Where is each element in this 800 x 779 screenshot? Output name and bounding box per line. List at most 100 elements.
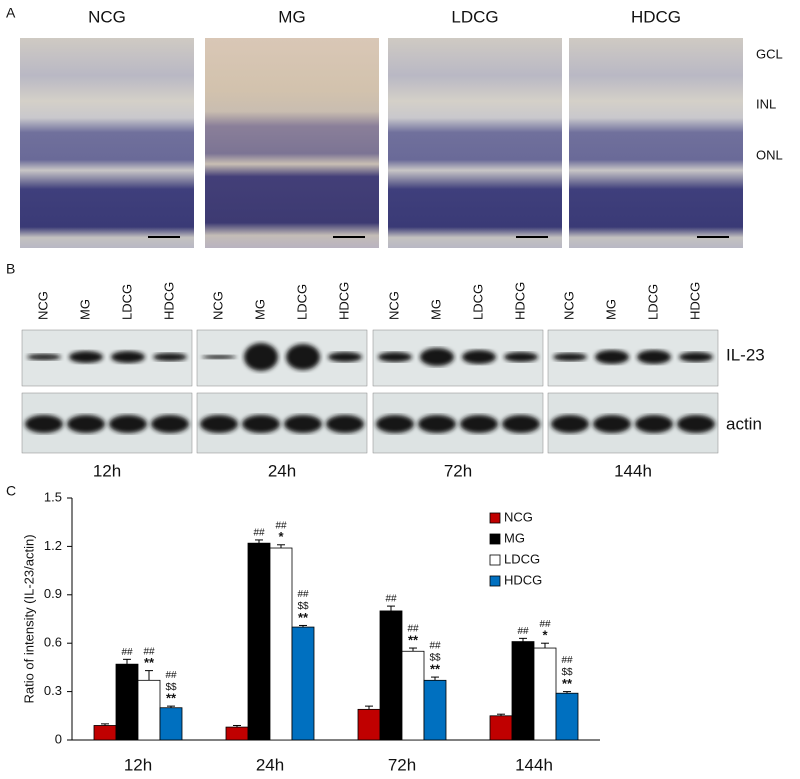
protein-label: IL-23 bbox=[726, 345, 765, 364]
lane-label: MG bbox=[252, 299, 267, 320]
lane-label: HDCG bbox=[512, 282, 527, 320]
blot-band bbox=[67, 415, 105, 433]
panel-a: A NCG MG LDCG HDCG GCL INL ONL bbox=[6, 5, 783, 248]
significance-marker: $$ bbox=[297, 601, 309, 612]
blot-band bbox=[553, 353, 587, 361]
bar bbox=[247, 542, 271, 741]
column-title: NCG bbox=[88, 7, 126, 26]
bar bbox=[357, 708, 381, 741]
time-label: 72h bbox=[444, 461, 472, 480]
time-label: 144h bbox=[614, 461, 652, 480]
blot-band bbox=[328, 352, 362, 362]
y-tick-label: 1.5 bbox=[44, 489, 62, 504]
significance-marker: ## bbox=[253, 528, 265, 539]
bar bbox=[533, 647, 557, 741]
bar bbox=[401, 650, 425, 741]
histology-image bbox=[205, 38, 379, 248]
significance-marker: ** bbox=[430, 662, 441, 677]
panel-label: A bbox=[6, 5, 16, 21]
bar bbox=[137, 679, 161, 741]
significance-marker: ** bbox=[166, 691, 177, 706]
significance-marker: $$ bbox=[165, 682, 177, 693]
blot-band bbox=[326, 415, 364, 433]
y-axis-label: Ratio of intensity (IL-23/actin) bbox=[21, 534, 36, 703]
lane-label: LDCG bbox=[294, 284, 309, 320]
bar bbox=[511, 641, 535, 741]
blot-band bbox=[502, 415, 540, 433]
bar bbox=[379, 610, 403, 741]
column-title: LDCG bbox=[451, 7, 498, 26]
lane-label: MG bbox=[77, 299, 92, 320]
bar bbox=[93, 725, 117, 741]
column-title: MG bbox=[278, 7, 305, 26]
bar bbox=[225, 726, 249, 741]
lane-label: MG bbox=[603, 299, 618, 320]
bar bbox=[489, 715, 513, 741]
significance-marker: * bbox=[278, 529, 284, 544]
significance-marker: ## bbox=[121, 647, 133, 658]
time-label: 24h bbox=[268, 461, 296, 480]
layer-label: GCL bbox=[756, 46, 783, 61]
lane-label: HDCG bbox=[336, 282, 351, 320]
significance-marker: ** bbox=[408, 632, 419, 647]
error-bar bbox=[541, 642, 549, 649]
error-bar bbox=[255, 539, 263, 544]
bar bbox=[159, 707, 183, 741]
protein-label: actin bbox=[726, 414, 762, 433]
significance-marker: ** bbox=[562, 676, 573, 691]
significance-marker: ## bbox=[539, 619, 551, 630]
blot-band bbox=[551, 415, 589, 433]
legend: NCG MG LDCG HDCG bbox=[489, 509, 542, 587]
x-tick-label: 144h bbox=[515, 755, 553, 774]
blot-band bbox=[595, 350, 629, 364]
error-bar bbox=[101, 723, 109, 726]
blot-band bbox=[109, 415, 147, 433]
blot-band bbox=[153, 353, 187, 361]
blot-band bbox=[679, 352, 713, 362]
legend-swatch bbox=[489, 575, 501, 587]
histology-image bbox=[569, 38, 743, 248]
blot-band bbox=[151, 415, 189, 433]
legend-label: NCG bbox=[504, 509, 533, 524]
y-tick-label: 0.9 bbox=[44, 586, 62, 601]
blot-band bbox=[202, 355, 236, 359]
significance-marker: ** bbox=[144, 655, 155, 670]
blot-band bbox=[420, 348, 454, 366]
x-tick-label: 24h bbox=[256, 755, 284, 774]
error-bar bbox=[233, 724, 241, 728]
significance-marker: ## bbox=[407, 624, 419, 635]
bar bbox=[555, 692, 579, 741]
significance-marker: ## bbox=[143, 646, 155, 657]
lane-label: HDCG bbox=[161, 282, 176, 320]
blot-band bbox=[376, 415, 414, 433]
blot-band bbox=[460, 415, 498, 433]
blot-band bbox=[111, 351, 145, 363]
lane-label: MG bbox=[428, 299, 443, 320]
lane-label: HDCG bbox=[687, 282, 702, 320]
blot-band bbox=[378, 352, 412, 362]
y-tick-label: 0.3 bbox=[44, 683, 62, 698]
significance-marker: * bbox=[542, 628, 548, 643]
error-bar bbox=[145, 670, 153, 681]
blot-band bbox=[200, 415, 238, 433]
lane-label: LDCG bbox=[470, 284, 485, 320]
legend-label: LDCG bbox=[504, 551, 540, 566]
y-tick-label: 0.6 bbox=[44, 635, 62, 650]
blot-band bbox=[637, 350, 671, 364]
blot-band bbox=[462, 350, 496, 364]
significance-marker: ## bbox=[165, 670, 177, 681]
panel-c: C Ratio of intensity (IL-23/actin) 0 0.3 0.6… bbox=[6, 483, 600, 774]
error-bar bbox=[387, 605, 395, 611]
error-bar bbox=[563, 691, 571, 694]
blot-band bbox=[635, 415, 673, 433]
legend-swatch bbox=[489, 512, 501, 524]
x-tick-label: 12h bbox=[124, 755, 152, 774]
legend-swatch bbox=[489, 533, 501, 545]
significance-marker: ** bbox=[298, 610, 309, 625]
blot-band bbox=[677, 415, 715, 433]
blot-band bbox=[27, 354, 61, 360]
error-bar bbox=[123, 658, 131, 665]
blot-band bbox=[593, 415, 631, 433]
bar bbox=[269, 547, 293, 741]
lane-label: LDCG bbox=[645, 284, 660, 320]
